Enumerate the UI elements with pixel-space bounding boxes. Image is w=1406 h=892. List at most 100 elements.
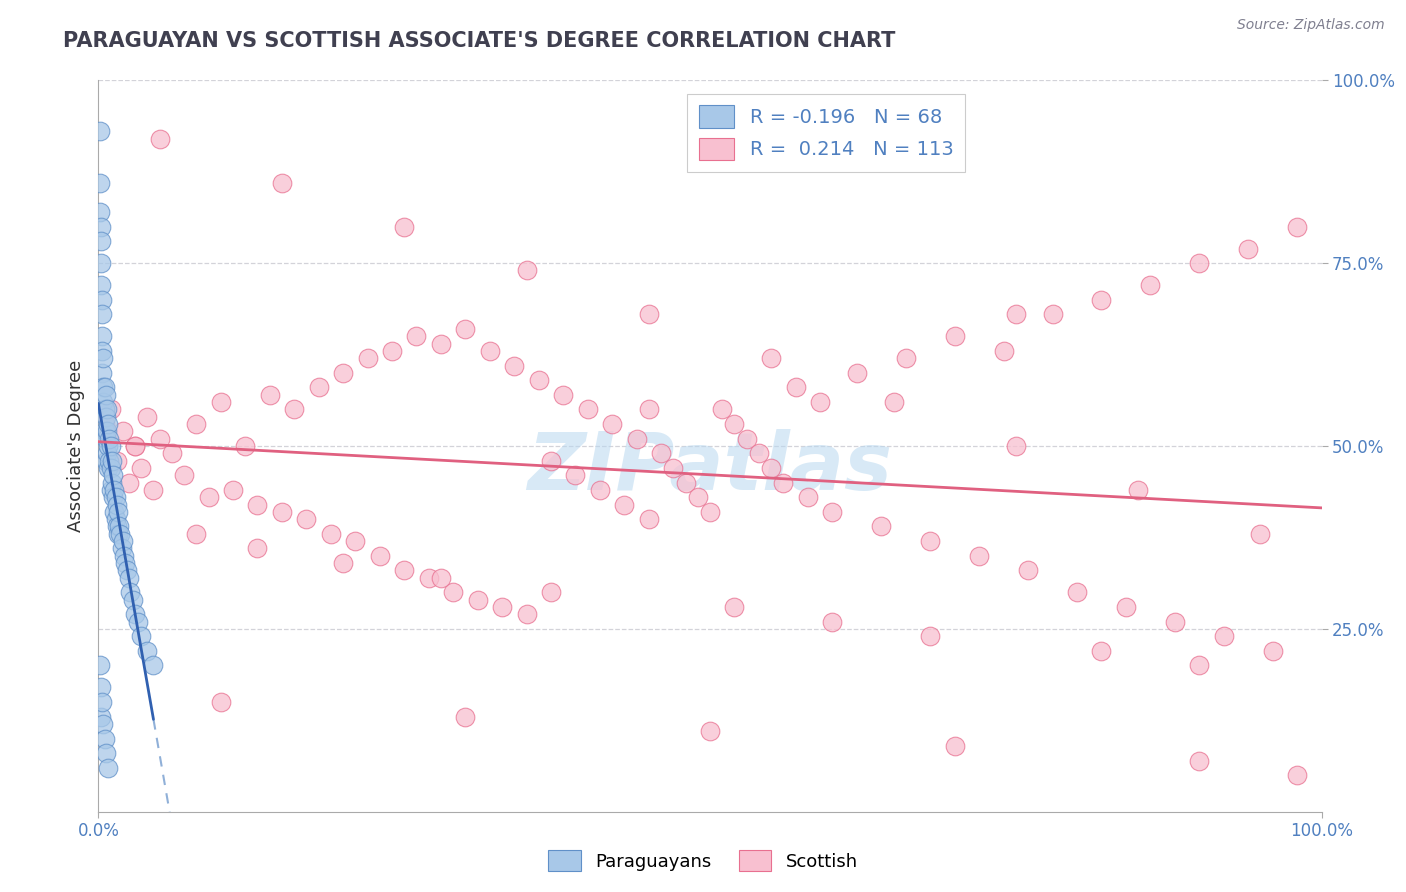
Point xyxy=(105,453,128,467)
Point xyxy=(110,526,132,541)
Point xyxy=(114,556,136,570)
Point xyxy=(90,681,112,695)
Point xyxy=(91,695,114,709)
Point xyxy=(96,402,118,417)
Point xyxy=(259,388,281,402)
Y-axis label: Associate's Degree: Associate's Degree xyxy=(66,359,84,533)
Point xyxy=(107,526,129,541)
Text: Source: ZipAtlas.com: Source: ZipAtlas.com xyxy=(1237,18,1385,32)
Point xyxy=(821,505,844,519)
Point xyxy=(97,439,120,453)
Point xyxy=(115,563,138,577)
Point xyxy=(124,439,146,453)
Point xyxy=(90,256,112,270)
Point xyxy=(711,402,734,417)
Point xyxy=(430,336,453,351)
Point xyxy=(209,395,232,409)
Point xyxy=(1237,242,1260,256)
Point xyxy=(100,483,122,497)
Point xyxy=(97,461,120,475)
Point xyxy=(418,571,440,585)
Point xyxy=(920,534,942,549)
Point xyxy=(209,695,232,709)
Point xyxy=(503,359,526,373)
Point xyxy=(808,395,831,409)
Point xyxy=(637,512,661,526)
Point xyxy=(93,417,115,431)
Point xyxy=(1188,658,1211,673)
Text: ZIPatlas: ZIPatlas xyxy=(527,429,893,507)
Point xyxy=(405,329,427,343)
Point xyxy=(105,498,128,512)
Point xyxy=(103,483,125,497)
Point xyxy=(1212,629,1234,643)
Point xyxy=(686,490,709,504)
Point xyxy=(186,417,208,431)
Point xyxy=(1090,293,1112,307)
Point xyxy=(761,461,783,475)
Point xyxy=(797,490,820,504)
Point xyxy=(920,629,942,643)
Point xyxy=(1066,585,1088,599)
Point xyxy=(613,498,636,512)
Point xyxy=(136,409,159,424)
Point xyxy=(246,498,269,512)
Point xyxy=(1090,644,1112,658)
Point xyxy=(600,417,623,431)
Point xyxy=(821,615,844,629)
Point xyxy=(108,519,131,533)
Point xyxy=(540,585,562,599)
Point xyxy=(540,453,562,467)
Point xyxy=(454,322,477,336)
Point xyxy=(626,432,648,446)
Point xyxy=(295,512,318,526)
Point xyxy=(699,505,721,519)
Point xyxy=(943,329,966,343)
Point xyxy=(589,483,612,497)
Point xyxy=(94,432,117,446)
Point xyxy=(120,585,142,599)
Point xyxy=(993,343,1015,358)
Point xyxy=(124,439,146,453)
Point xyxy=(662,461,685,475)
Point xyxy=(104,490,127,504)
Point xyxy=(870,519,893,533)
Point xyxy=(527,373,550,387)
Point xyxy=(1004,307,1026,321)
Point xyxy=(107,505,129,519)
Point xyxy=(136,644,159,658)
Point xyxy=(356,351,378,366)
Point xyxy=(91,717,114,731)
Point xyxy=(91,351,114,366)
Point xyxy=(149,432,172,446)
Point xyxy=(332,366,354,380)
Point xyxy=(454,709,477,723)
Point xyxy=(111,541,134,556)
Point xyxy=(89,658,111,673)
Point xyxy=(1188,754,1211,768)
Point xyxy=(93,425,115,439)
Point xyxy=(101,490,124,504)
Point xyxy=(186,526,208,541)
Point xyxy=(127,615,149,629)
Point xyxy=(94,409,117,424)
Point xyxy=(129,461,152,475)
Point xyxy=(111,425,134,439)
Point xyxy=(270,176,294,190)
Point xyxy=(761,351,783,366)
Point xyxy=(91,380,114,394)
Point xyxy=(637,307,661,321)
Point xyxy=(101,468,124,483)
Point xyxy=(101,475,124,490)
Point xyxy=(142,658,165,673)
Point xyxy=(91,293,114,307)
Point xyxy=(149,132,172,146)
Point xyxy=(1004,439,1026,453)
Point xyxy=(1249,526,1271,541)
Point xyxy=(748,446,770,460)
Point xyxy=(894,351,917,366)
Text: PARAGUAYAN VS SCOTTISH ASSOCIATE'S DEGREE CORRELATION CHART: PARAGUAYAN VS SCOTTISH ASSOCIATE'S DEGRE… xyxy=(63,31,896,51)
Point xyxy=(650,446,672,460)
Point xyxy=(943,739,966,753)
Point xyxy=(173,468,195,483)
